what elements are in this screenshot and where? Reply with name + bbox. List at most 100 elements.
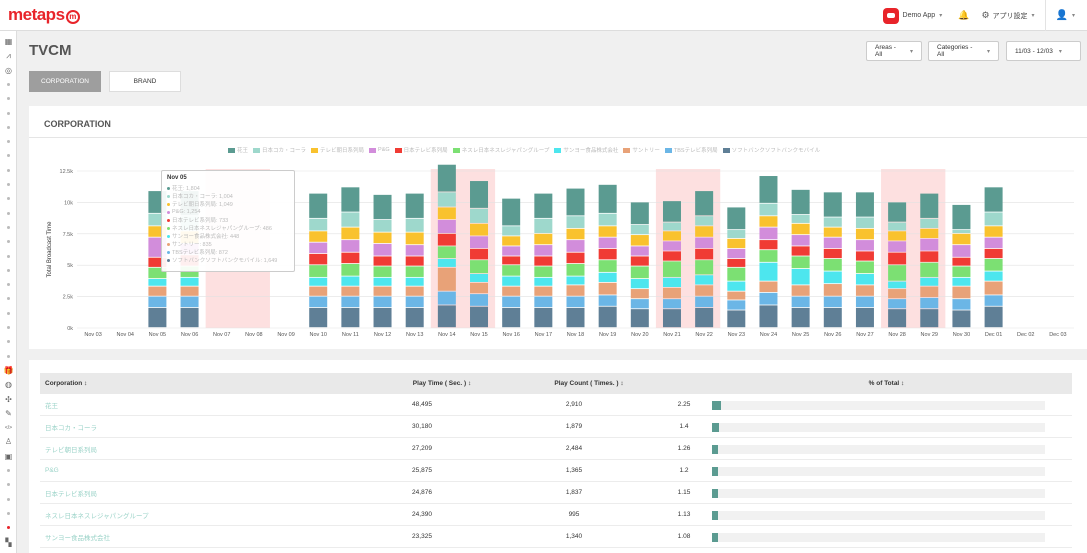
legend-item[interactable]: サンヨー食品株式会社 (554, 146, 618, 154)
gear-icon[interactable]: ⚙ (981, 10, 990, 20)
trophy-icon[interactable]: ♙ (4, 437, 13, 447)
sidebar-dot[interactable] (3, 351, 14, 362)
sidebar-dot[interactable] (3, 236, 14, 247)
header-play-count[interactable]: Play Count ( Times. ) ↕ (554, 380, 624, 387)
sidebar-dot[interactable] (3, 150, 14, 161)
corporation-cell[interactable]: 日本テレビ系列局 (45, 490, 97, 498)
bar-segment (727, 248, 746, 259)
sidebar-dot[interactable] (3, 222, 14, 233)
corporation-cell[interactable]: サンヨー食品株式会社 (45, 534, 110, 542)
corporation-cell[interactable]: 花王 (45, 402, 58, 410)
grid-small-icon[interactable]: ▚ (5, 537, 12, 547)
header-corporation[interactable]: Corporation ↕ (45, 380, 88, 387)
caret-down-icon: ▾ (986, 48, 990, 55)
header-pct-total[interactable]: % of Total ↕ (868, 380, 905, 387)
table-row[interactable]: 花王 48,495 2,910 2.25 (40, 394, 1072, 416)
sidebar-dot[interactable] (3, 251, 14, 262)
sidebar-dot[interactable] (3, 122, 14, 133)
bar-segment (502, 256, 521, 265)
crosshair-icon[interactable]: ✣ (5, 394, 12, 404)
bar-segment (148, 226, 167, 237)
chart-card-title: CORPORATION (44, 119, 111, 129)
table-row[interactable]: 日本コカ・コーラ 30,180 1,879 1.4 (40, 416, 1072, 438)
sidebar-dot[interactable] (3, 265, 14, 276)
bag-icon[interactable]: ◎ (5, 65, 12, 75)
table-row[interactable]: P&G 25,875 1,365 1.2 (40, 460, 1072, 482)
bar-segment (309, 231, 328, 242)
table-row[interactable]: 日本テレビ系列局 24,876 1,837 1.15 (40, 482, 1072, 504)
bell-icon[interactable]: 🔔 (958, 10, 970, 20)
header-play-time[interactable]: Play Time ( Sec. ) ↕ (412, 380, 472, 387)
sidebar-dot[interactable] (3, 165, 14, 176)
pen-icon[interactable]: ✎ (5, 408, 12, 418)
app-selector[interactable]: Demo App (902, 12, 936, 19)
table-row[interactable]: ネスレ日本ネスレジャパングループ 24,390 995 1.13 (40, 504, 1072, 526)
chevron-down-icon[interactable]: ▾ (1071, 13, 1075, 19)
sidebar-dot[interactable] (3, 465, 14, 476)
sidebar-dot[interactable] (3, 136, 14, 147)
bar-segment (888, 252, 907, 265)
bar-segment (855, 251, 874, 261)
pct-bar-cell (701, 444, 1072, 454)
categories-filter[interactable]: Categories - All ▾ (928, 41, 999, 61)
legend-item[interactable]: ネスレ日本ネスレジャパングループ (452, 146, 549, 154)
date-range-label: 11/03 - 12/03 (1015, 47, 1053, 55)
gift-icon[interactable]: 🎁 (3, 365, 14, 375)
sidebar-dot[interactable] (3, 322, 14, 333)
table-row[interactable]: サンヨー食品株式会社 23,325 1,340 1.08 (40, 526, 1072, 548)
play-count-cell: 1,837 (565, 489, 583, 496)
chevron-down-icon[interactable]: ▾ (1031, 13, 1035, 19)
sidebar-dot[interactable] (3, 108, 14, 119)
bar-segment (791, 268, 810, 285)
corporation-cell[interactable]: ネスレ日本ネスレジャパングループ (45, 512, 149, 520)
sidebar-dot[interactable] (3, 79, 14, 90)
legend-item[interactable]: TBSテレビ系列局 (664, 146, 718, 154)
corporation-cell[interactable]: 日本コカ・コーラ (45, 424, 97, 432)
sidebar-dot[interactable] (3, 494, 14, 505)
legend-item[interactable]: 日本コカ・コーラ (253, 146, 306, 154)
legend-item[interactable]: P&G (369, 146, 390, 154)
user-icon[interactable]: 👤 (1055, 10, 1068, 21)
bar-segment (727, 258, 746, 267)
sidebar-dot[interactable] (3, 508, 14, 519)
chevron-down-icon[interactable]: ▾ (939, 13, 943, 19)
sidebar-dot[interactable] (3, 179, 14, 190)
tooltip-label: 日本コカ・コーラ: 1,004 (172, 194, 233, 200)
areas-filter[interactable]: Areas - All ▾ (866, 41, 922, 61)
grid-icon[interactable]: ▦ (4, 37, 13, 46)
legend-item[interactable]: ソフトバンクソフトバンクモバイル (722, 146, 820, 154)
sidebar-dot[interactable] (3, 193, 14, 204)
x-tick-label: Nov 12 (374, 332, 391, 338)
bar-segment (759, 250, 778, 262)
bar-segment (920, 277, 939, 286)
legend-item[interactable]: サントリー (623, 146, 660, 154)
sidebar-dot[interactable] (3, 93, 14, 104)
tab-brand[interactable]: BRAND (109, 71, 181, 92)
logo[interactable]: metaps m (8, 5, 80, 25)
sidebar-dot[interactable] (3, 336, 14, 347)
legend-item[interactable]: 花王 (228, 146, 248, 154)
chart-icon[interactable]: ⩘ (6, 50, 11, 60)
tab-corporation[interactable]: CORPORATION (29, 71, 101, 92)
bar-segment (502, 246, 521, 256)
legend-item[interactable]: テレビ朝日系列局 (311, 146, 364, 154)
sidebar-dot[interactable] (3, 479, 14, 490)
table-row[interactable]: テレビ朝日系列局 27,209 2,484 1.26 (40, 438, 1072, 460)
code-icon[interactable]: </> (4, 424, 13, 431)
sidebar-dot[interactable] (3, 308, 14, 319)
date-range-filter[interactable]: 11/03 - 12/03 ▾ (1006, 41, 1081, 61)
corporation-cell[interactable]: P&G (45, 467, 59, 474)
video-icon[interactable]: ▣ (4, 451, 13, 461)
globe-icon[interactable]: ◍ (5, 380, 12, 390)
divider (1044, 0, 1046, 31)
legend-label: サンヨー食品株式会社 (563, 148, 619, 154)
sidebar-dot-active[interactable] (3, 522, 14, 533)
bar-segment (373, 296, 392, 308)
bar-segment (566, 228, 585, 240)
corporation-cell[interactable]: テレビ朝日系列局 (45, 446, 97, 454)
app-settings-link[interactable]: アプリ設定 (992, 12, 1028, 20)
sidebar-dot[interactable] (3, 208, 14, 219)
legend-item[interactable]: 日本テレビ系列局 (394, 146, 448, 154)
sidebar-dot[interactable] (3, 293, 14, 304)
sidebar-dot[interactable] (3, 279, 14, 290)
